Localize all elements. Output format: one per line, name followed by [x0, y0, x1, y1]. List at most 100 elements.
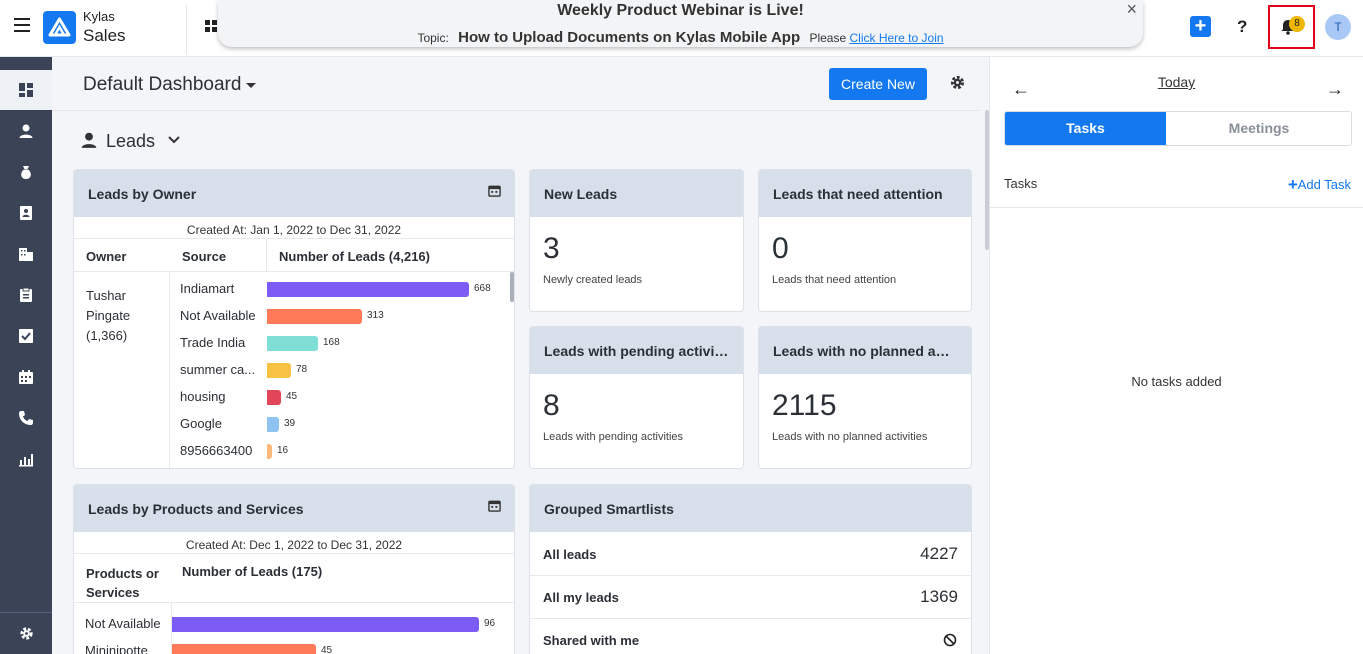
left-navigation [0, 57, 52, 654]
calendar-icon[interactable] [488, 499, 501, 512]
dashboard-header: Default Dashboard Create New [52, 57, 980, 111]
owner-first-name: Tushar [86, 288, 126, 303]
notification-count-badge: 8 [1289, 16, 1305, 32]
owner-last-name: Pingate [86, 308, 131, 323]
brand-name: Kylas [83, 9, 115, 24]
dashboard-selector[interactable]: Default Dashboard [83, 74, 242, 95]
nav-calendar[interactable] [0, 357, 52, 397]
caret-down-icon[interactable] [246, 83, 256, 88]
table-header: Products or Services Number of Leads (17… [74, 553, 514, 603]
phone-icon [19, 411, 33, 425]
divider [169, 272, 170, 468]
col-number-of-leads: Number of Leads (175) [182, 564, 323, 579]
bar[interactable] [267, 282, 469, 297]
card-title: Grouped Smartlists [530, 485, 971, 532]
close-icon[interactable]: × [1126, 0, 1137, 19]
nav-contacts[interactable] [0, 193, 52, 233]
stat-description: Leads with pending activities [543, 431, 684, 443]
bar-label: Not Available [180, 308, 256, 323]
col-products: Products or Services [86, 564, 159, 602]
stat-description: Newly created leads [543, 274, 643, 286]
section-title: Leads [106, 131, 156, 151]
join-link[interactable]: Click Here to Join [849, 31, 944, 45]
stat-description: Leads that need attention [772, 274, 897, 286]
bar-chart-icon [19, 454, 33, 467]
tab-tasks[interactable]: Tasks [1005, 112, 1166, 145]
help-icon[interactable]: ? [1237, 17, 1248, 36]
bar-value-label: 313 [367, 310, 384, 321]
leads-no-planned-activities-card[interactable]: Leads with no planned acti... 2115 Leads… [758, 326, 972, 469]
leads-pending-activities-card[interactable]: Leads with pending activiti... 8 Leads w… [529, 326, 744, 469]
smartlist-count: 4227 [920, 544, 958, 563]
nav-leads[interactable] [0, 111, 52, 151]
hamburger-menu-icon[interactable] [14, 18, 30, 32]
grouped-smartlists-card: Grouped Smartlists All leads 4227 All my… [529, 484, 972, 654]
col-source: Source [182, 249, 227, 264]
please-text: Please [809, 31, 847, 45]
gear-icon[interactable] [950, 75, 965, 90]
arrow-left-icon[interactable]: ← [1012, 79, 1030, 99]
divider [990, 207, 1363, 208]
apps-grid-icon[interactable] [205, 20, 218, 33]
nav-calls[interactable] [0, 398, 52, 438]
tasks-panel: ← Today → Tasks Meetings Tasks +Add Task… [989, 57, 1363, 654]
leads-need-attention-card[interactable]: Leads that need attention 0 Leads that n… [758, 169, 972, 312]
bar[interactable] [267, 363, 291, 378]
bar-value-label: 96 [484, 618, 496, 629]
bar[interactable] [267, 336, 318, 351]
calendar-icon[interactable] [488, 184, 501, 197]
bar-label: Google [180, 416, 222, 431]
today-link[interactable]: Today [1157, 74, 1196, 90]
card-title: Leads by Owner [74, 170, 514, 217]
add-task-button[interactable]: +Add Task [1288, 175, 1351, 195]
bar[interactable] [267, 390, 281, 405]
bar[interactable] [172, 644, 316, 654]
smartlist-shared-with-me[interactable]: Shared with me [530, 619, 971, 654]
add-task-label: Add Task [1297, 177, 1351, 192]
bar-label: Not Available [85, 616, 161, 631]
nav-companies[interactable] [0, 234, 52, 274]
nav-dashboard[interactable] [0, 70, 52, 110]
owner-count: (1,366) [86, 328, 128, 343]
nav-deals[interactable] [0, 152, 52, 192]
bar-value-label: 45 [286, 391, 298, 402]
bar[interactable] [267, 309, 362, 324]
topic-name: How to Upload Documents on Kylas Mobile … [458, 29, 801, 46]
bar[interactable] [267, 444, 272, 459]
checkbox-icon [19, 329, 33, 343]
arrow-right-icon[interactable]: → [1326, 79, 1344, 99]
card-scrollbar[interactable] [510, 272, 514, 302]
bar-value-label: 168 [323, 337, 340, 348]
owner-name: Tushar Pingate (1,366) [86, 286, 130, 346]
bar-label: Indiamart [180, 281, 235, 296]
quick-add-button[interactable]: + [1190, 16, 1211, 37]
plus-icon: + [1287, 175, 1298, 194]
nav-reports[interactable] [0, 439, 52, 479]
nav-tasks[interactable] [0, 316, 52, 356]
card-title: Leads by Products and Services [74, 485, 514, 532]
notifications-button[interactable]: 8 [1268, 5, 1315, 49]
create-new-button[interactable]: Create New [829, 68, 927, 100]
nav-tasks-board[interactable] [0, 275, 52, 315]
banner-topic: Topic: How to Upload Documents on Kylas … [218, 29, 1143, 46]
smartlist-label: Shared with me [543, 633, 640, 648]
tab-meetings[interactable]: Meetings [1166, 112, 1351, 145]
bar-value-label: 668 [474, 283, 491, 294]
new-leads-card[interactable]: New Leads 3 Newly created leads [529, 169, 744, 312]
bar[interactable] [172, 617, 479, 632]
user-avatar[interactable]: T [1325, 14, 1351, 40]
bar-value-label: 16 [277, 445, 289, 456]
banner-title: Weekly Product Webinar is Live! [557, 2, 804, 19]
smartlist-all-leads[interactable]: All leads 4227 [530, 533, 971, 576]
bar[interactable] [267, 417, 279, 432]
nav-settings[interactable] [0, 612, 52, 654]
smartlist-label: All my leads [543, 590, 619, 605]
col-number-of-leads: Number of Leads (4,216) [279, 249, 430, 264]
smartlist-all-my-leads[interactable]: All my leads 1369 [530, 576, 971, 619]
empty-state-message: No tasks added [1131, 374, 1222, 389]
bar-value-label: 39 [284, 418, 296, 429]
person-icon [19, 124, 33, 138]
main-scrollbar[interactable] [985, 110, 989, 250]
divider [186, 4, 187, 54]
stat-value: 0 [772, 232, 789, 265]
